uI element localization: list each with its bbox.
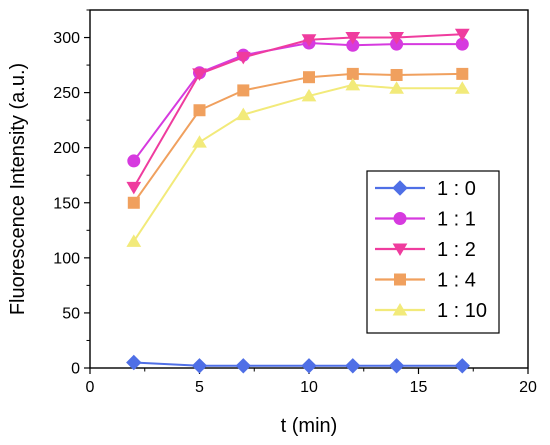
- legend-item: 1 : 0: [375, 178, 476, 200]
- data-point: [301, 34, 317, 47]
- data-point: [390, 68, 403, 81]
- data-point: [235, 51, 251, 65]
- data-point: [346, 67, 359, 80]
- y-tick-label: 50: [62, 305, 80, 322]
- series-layer: [126, 28, 471, 374]
- data-point: [454, 81, 470, 94]
- legend-label: 1 : 1: [437, 209, 476, 231]
- legend-item: 1 : 2: [375, 239, 476, 261]
- y-tick-label: 300: [53, 30, 80, 47]
- data-point: [454, 358, 471, 374]
- data-point: [127, 196, 140, 209]
- x-tick-label: 15: [410, 379, 428, 396]
- legend-marker: [394, 273, 406, 286]
- y-tick-label: 250: [53, 85, 80, 102]
- series-1: [126, 354, 471, 374]
- legend-item: 1 : 4: [375, 270, 476, 292]
- y-tick-label: 150: [53, 195, 80, 212]
- legend-marker: [393, 212, 407, 225]
- data-point: [389, 81, 404, 94]
- legend-label: 1 : 2: [437, 239, 476, 261]
- legend-label: 1 : 0: [437, 178, 476, 200]
- y-tick-label: 100: [53, 250, 80, 267]
- data-point: [127, 154, 141, 168]
- series-line: [133, 361, 463, 367]
- x-tick-label: 0: [86, 379, 95, 396]
- series-5: [126, 77, 470, 247]
- data-point: [301, 358, 317, 374]
- data-point: [303, 71, 315, 84]
- series-4: [127, 67, 469, 209]
- legend-item: 1 : 1: [375, 209, 476, 231]
- data-point: [126, 181, 142, 195]
- data-point: [126, 354, 142, 371]
- legend-marker: [392, 180, 408, 196]
- data-point: [126, 234, 142, 247]
- data-point: [192, 135, 207, 148]
- legend-label: 1 : 4: [437, 270, 476, 292]
- legend-marker: [392, 243, 408, 256]
- data-point: [454, 28, 470, 42]
- series-2: [127, 36, 469, 168]
- x-tick-label: 20: [519, 379, 537, 396]
- data-point: [388, 358, 405, 374]
- legend-box: [366, 170, 500, 334]
- data-point: [301, 88, 317, 102]
- x-tick-label: 5: [195, 379, 204, 396]
- data-point: [193, 104, 206, 117]
- data-point: [456, 67, 469, 80]
- legend-marker: [392, 303, 408, 316]
- data-point: [192, 68, 207, 81]
- data-point: [345, 358, 361, 374]
- legend-item: 1 : 10: [375, 300, 487, 322]
- data-point: [235, 358, 252, 374]
- data-point: [235, 107, 251, 121]
- legend: 1 : 0 1 : 1 1 : 2 1 : 4 1 : 10: [366, 170, 500, 334]
- x-axis-title: t (min): [281, 415, 338, 437]
- data-point: [345, 32, 361, 45]
- legend-label: 1 : 10: [437, 300, 487, 322]
- data-point: [389, 32, 404, 45]
- series-3: [126, 28, 470, 195]
- data-point: [345, 77, 361, 91]
- x-tick-label: 10: [300, 379, 318, 396]
- data-point: [191, 358, 208, 374]
- y-tick-label: 0: [71, 361, 80, 378]
- data-point: [237, 84, 250, 97]
- series-line: [132, 33, 463, 188]
- y-tick-label: 200: [53, 140, 80, 157]
- y-axis-title: Fluorescence Intensity (a.u.): [7, 63, 29, 315]
